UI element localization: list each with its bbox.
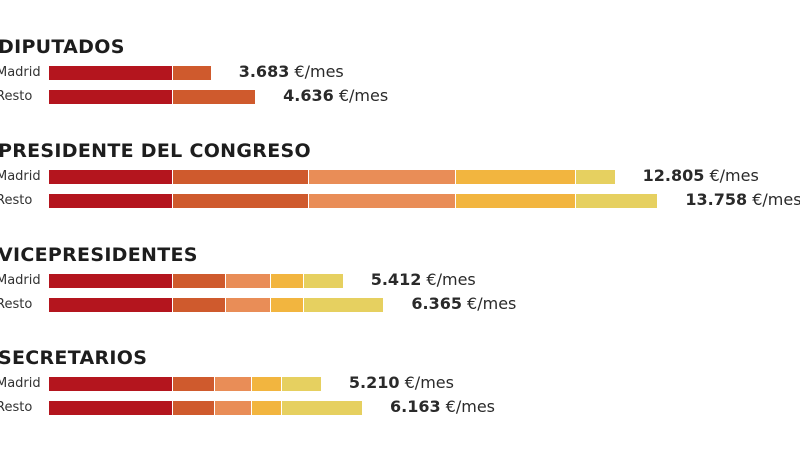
bar-segment [173, 377, 215, 391]
stacked-bar [49, 194, 658, 208]
bar-segment [303, 274, 343, 288]
bar-segment [281, 401, 362, 415]
value-number: 13.758 [685, 190, 748, 209]
bar-value-label: 5.412 €/mes [371, 270, 476, 289]
bar-segment [226, 274, 272, 288]
bar-segment [49, 401, 174, 415]
value-unit: €/mes [440, 397, 496, 416]
bar-segment [309, 170, 456, 184]
bar-segment [455, 170, 576, 184]
group-title: SECRETARIOS [0, 347, 148, 369]
value-number: 6.163 [389, 397, 441, 416]
bar-segment [281, 377, 321, 391]
stacked-bar [49, 401, 362, 415]
value-number: 3.683 [238, 62, 290, 81]
row-label: Madrid [0, 273, 41, 288]
bar-segment [49, 298, 174, 312]
bar-segment [49, 194, 174, 208]
group-title: PRESIDENTE DEL CONGRESO [0, 140, 311, 162]
value-unit: €/mes [704, 166, 759, 185]
bar-segment [173, 401, 215, 415]
bar-segment [226, 298, 272, 312]
row-label: Resto [0, 193, 33, 208]
bar-segment [49, 377, 174, 391]
bar-value-label: 13.758 €/mes [685, 190, 800, 209]
bar-segment [271, 298, 304, 312]
bar-segment [49, 170, 174, 184]
bar-segment [575, 194, 658, 208]
bar-segment [173, 170, 310, 184]
value-unit: €/mes [461, 294, 517, 313]
value-number: 6.365 [411, 294, 462, 313]
value-unit: €/mes [289, 62, 344, 81]
value-number: 4.636 [283, 86, 334, 105]
stacked-bar [49, 66, 211, 80]
row-label: Madrid [0, 169, 41, 184]
bar-value-label: 12.805 €/mes [643, 166, 759, 185]
bar-segment [49, 274, 174, 288]
bar-value-label: 6.365 €/mes [411, 294, 516, 313]
value-number: 5.210 [348, 373, 400, 392]
bar-segment [173, 90, 256, 104]
bar-segment [303, 298, 384, 312]
row-label: Madrid [0, 65, 41, 80]
stacked-bar [49, 377, 321, 391]
bar-value-label: 4.636 €/mes [283, 86, 388, 105]
bar-segment [309, 194, 456, 208]
bar-value-label: 6.163 €/mes [390, 397, 495, 416]
bar-value-label: 3.683 €/mes [239, 62, 344, 81]
bar-segment [173, 274, 227, 288]
bar-segment [214, 377, 252, 391]
stacked-bar [49, 90, 256, 104]
bar-segment [173, 298, 227, 312]
value-number: 5.412 [370, 270, 422, 289]
row-label: Resto [0, 297, 33, 312]
row-label: Madrid [0, 376, 41, 391]
bar-segment [49, 66, 174, 80]
bar-segment [455, 194, 576, 208]
bar-segment [575, 170, 615, 184]
stacked-bar [49, 274, 343, 288]
stacked-bar [49, 298, 384, 312]
row-label: Resto [0, 400, 33, 415]
row-label: Resto [0, 89, 33, 104]
group-title: VICEPRESIDENTES [0, 244, 198, 266]
group-title: DIPUTADOS [0, 36, 125, 58]
bar-segment [251, 401, 282, 415]
bar-segment [251, 377, 282, 391]
value-unit: €/mes [333, 86, 389, 105]
value-number: 12.805 [642, 166, 705, 185]
bar-segment [214, 401, 252, 415]
bar-segment [173, 66, 211, 80]
bar-value-label: 5.210 €/mes [349, 373, 454, 392]
value-unit: €/mes [399, 373, 454, 392]
bar-segment [49, 90, 174, 104]
value-unit: €/mes [421, 270, 476, 289]
bar-segment [173, 194, 310, 208]
bar-segment [271, 274, 304, 288]
stacked-bar [49, 170, 615, 184]
value-unit: €/mes [747, 190, 800, 209]
